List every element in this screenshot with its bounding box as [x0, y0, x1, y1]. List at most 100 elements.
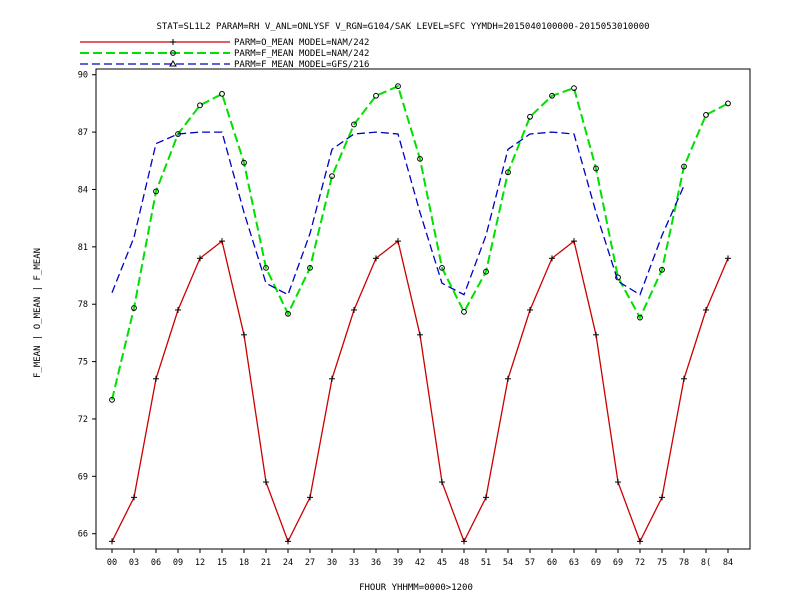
- x-tick-label: 54: [503, 558, 513, 568]
- data-point: [131, 305, 137, 311]
- data-point: [681, 375, 687, 382]
- x-tick-label: 42: [415, 558, 425, 568]
- x-tick-label: 33: [349, 558, 359, 568]
- data-point: [703, 306, 709, 313]
- x-tick-label: 57: [525, 558, 535, 568]
- x-tick-label: 39: [393, 558, 403, 568]
- data-point: [483, 268, 489, 275]
- data-point: [329, 173, 335, 179]
- x-axis: 00 03 06 09 12 15 18 21 24 27 30 33 36 39 42 45 48 51 54 57…: [107, 549, 733, 568]
- x-tick-label: 72: [635, 558, 645, 568]
- x-tick-label: 18: [239, 558, 249, 568]
- data-point: [659, 494, 665, 501]
- data-point: [373, 92, 379, 99]
- x-tick-label: 27: [305, 558, 315, 568]
- legend-marker-o-mean-nam: [170, 39, 176, 45]
- data-point: [593, 165, 599, 172]
- legend-item-o-mean-nam: PARM=O_MEAN MODEL=NAM/242: [80, 38, 369, 48]
- data-point: [351, 121, 357, 128]
- x-tick-label: 69: [613, 558, 623, 568]
- data-point: [703, 111, 709, 118]
- data-point: [109, 396, 115, 403]
- y-axis-label: F_MEAN | O_MEAN | F_MEAN: [33, 248, 43, 378]
- data-point: [483, 494, 489, 501]
- data-point: [175, 306, 181, 313]
- legend: PARM=O_MEAN MODEL=NAM/242 PARM=F_MEAN MO…: [80, 38, 369, 70]
- data-point: [263, 264, 269, 271]
- data-point: [285, 310, 291, 317]
- x-tick-label: 24: [283, 558, 293, 568]
- x-tick-label: 21: [261, 558, 271, 568]
- data-point: [307, 494, 313, 501]
- data-point: [725, 255, 731, 262]
- series-0: [109, 238, 731, 545]
- data-point: [615, 274, 621, 281]
- data-point: [197, 102, 203, 109]
- legend-label-f-mean-gfs: PARM=F_MEAN MODEL=GFS/216: [234, 60, 369, 70]
- x-tick-label: 15: [217, 558, 227, 568]
- legend-marker: [170, 50, 176, 56]
- data-point: [725, 100, 731, 107]
- x-tick-label: 36: [371, 558, 381, 568]
- series-line-2: [111, 131, 685, 296]
- chart-title: STAT=SL1L2 PARAM=RH V_ANL=ONLYSF V_RGN=G…: [156, 22, 649, 32]
- data-point: [659, 266, 665, 273]
- data-point: [637, 538, 643, 545]
- data-point: [131, 494, 137, 501]
- series-line-0: [111, 239, 729, 544]
- data-point: [439, 264, 445, 271]
- y-tick-label: 69: [78, 472, 88, 482]
- plot-frame: [95, 68, 751, 550]
- data-point: [219, 90, 225, 97]
- y-tick-label: 90: [78, 71, 88, 81]
- data-point: [549, 92, 555, 99]
- x-tick-label: 00: [107, 558, 117, 568]
- data-point: [681, 163, 687, 170]
- data-point: [241, 331, 247, 338]
- data-point: [571, 85, 577, 92]
- legend-marker: [169, 60, 177, 67]
- data-point: [329, 375, 335, 382]
- data-point: [461, 308, 467, 315]
- legend-label-f-mean-nam: PARM=F_MEAN MODEL=NAM/242: [234, 49, 369, 59]
- x-tick-label: 75: [657, 558, 667, 568]
- series-1: [109, 83, 731, 403]
- y-tick-label: 75: [78, 358, 88, 368]
- data-point: [505, 169, 511, 176]
- y-tick-label: 72: [78, 415, 88, 425]
- data-point: [153, 188, 159, 195]
- data-point: [461, 538, 467, 545]
- x-tick-label: 06: [151, 558, 161, 568]
- x-tick-label: 48: [459, 558, 469, 568]
- data-point: [527, 113, 533, 120]
- data-point: [549, 255, 555, 262]
- data-point: [417, 331, 423, 338]
- data-point: [593, 331, 599, 338]
- legend-marker-f-mean-gfs: [169, 60, 177, 67]
- y-tick-label: 81: [78, 243, 88, 253]
- x-tick-label: 63: [569, 558, 579, 568]
- data-point: [351, 306, 357, 313]
- data-point: [615, 479, 621, 486]
- data-point: [527, 306, 533, 313]
- legend-item-f-mean-gfs: PARM=F_MEAN MODEL=GFS/216: [80, 60, 369, 70]
- data-point: [153, 375, 159, 382]
- data-point: [285, 538, 291, 545]
- data-point: [505, 375, 511, 382]
- data-point: [263, 479, 269, 486]
- x-tick-label: 09: [173, 558, 183, 568]
- x-tick-label: 12: [195, 558, 205, 568]
- x-tick-label: 8(: [701, 558, 711, 568]
- data-point: [109, 538, 115, 545]
- data-point: [241, 159, 247, 166]
- y-tick-label: 84: [78, 185, 88, 195]
- legend-marker-f-mean-nam: [170, 50, 176, 56]
- data-point: [373, 255, 379, 262]
- data-point: [395, 238, 401, 245]
- x-tick-label: 03: [129, 558, 139, 568]
- data-point: [307, 264, 313, 271]
- x-tick-label: 60: [547, 558, 557, 568]
- data-point: [417, 155, 423, 162]
- x-tick-label: 51: [481, 558, 491, 568]
